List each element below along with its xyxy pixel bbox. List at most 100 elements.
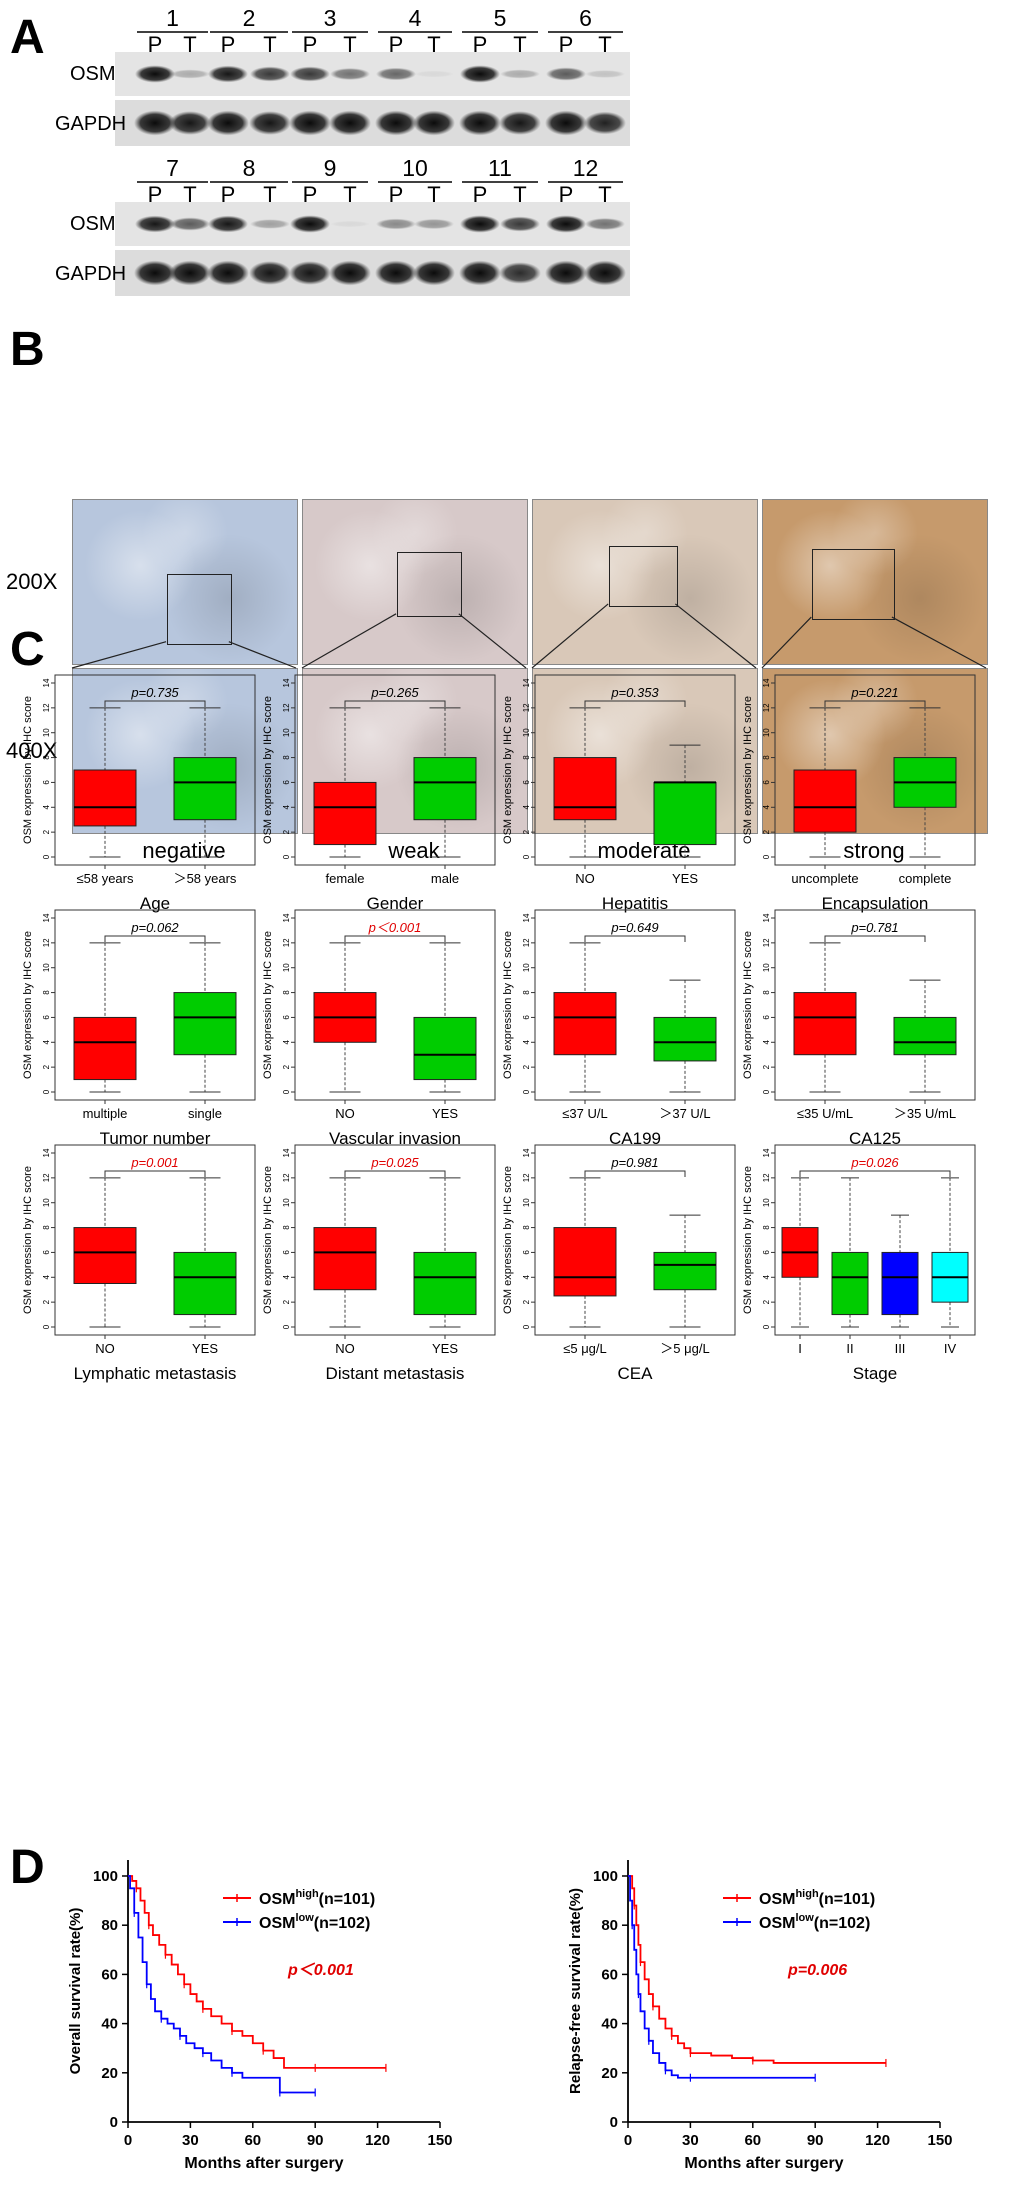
x-tick-label: male — [431, 871, 459, 886]
gapdh-band — [375, 110, 417, 136]
p-bracket — [344, 1170, 446, 1177]
y-tick-label: 14 — [42, 678, 51, 687]
x-tick-label: YES — [432, 1341, 458, 1356]
y-tick-label: 8 — [282, 1225, 291, 1230]
y-tick-label: 6 — [42, 780, 51, 785]
y-axis-label: OSM expression by IHC score — [262, 931, 274, 1079]
box — [173, 757, 237, 821]
zoom-connector — [301, 613, 527, 669]
lane-number: 10 — [402, 155, 428, 181]
y-tick-label: 8 — [42, 1225, 51, 1230]
y-tick-label: 4 — [522, 805, 531, 810]
ihc-strong-400x-image — [762, 668, 988, 834]
plot-frame — [534, 909, 736, 1101]
y-tick-label: 0 — [282, 1089, 291, 1094]
x-tick-label: single — [188, 1106, 222, 1121]
y-tick-label: 80 — [601, 1917, 618, 1934]
p-bracket — [584, 700, 686, 707]
p-value: p=0.735 — [130, 685, 179, 700]
y-tick-label: 0 — [282, 1324, 291, 1329]
zoom-line-right — [674, 603, 757, 669]
zoom-region-box — [609, 545, 679, 607]
y-tick-label: 2 — [762, 1299, 771, 1304]
gapdh-band — [207, 110, 249, 136]
box — [173, 992, 237, 1056]
lane-number: 9 — [324, 155, 337, 181]
zoom-region-box — [812, 549, 895, 621]
boxplot-cea: 0 2 4 6 8 10 12 14 OSM expression by IHC score ≤5… — [502, 1144, 736, 1383]
gapdh-band — [499, 262, 541, 284]
lane-t-label: T — [343, 32, 356, 57]
y-tick-label: 14 — [762, 678, 771, 687]
y-axis-label: OSM expression by IHC score — [742, 696, 754, 844]
box — [553, 1227, 617, 1297]
y-tick-label: 8 — [762, 755, 771, 760]
y-tick-label: 0 — [282, 854, 291, 859]
panel-c-label: C — [10, 623, 45, 676]
gapdh-band — [169, 111, 211, 135]
zoom-connector — [71, 641, 297, 669]
panel-b-label: B — [10, 323, 45, 376]
x-axis-label: CA125 — [849, 1129, 901, 1148]
y-tick-label: 0 — [110, 2114, 118, 2131]
x-tick-label: 30 — [182, 2132, 199, 2149]
y-tick-label: 4 — [42, 1040, 51, 1045]
lane-p-label: P — [221, 32, 236, 57]
plot-frame — [54, 1144, 256, 1336]
box — [553, 992, 617, 1056]
lane-p-label: P — [148, 32, 163, 57]
y-tick-label: 2 — [42, 1064, 51, 1069]
x-tick-label: ＞37 U/L — [659, 1106, 710, 1121]
y-tick-label: 10 — [762, 728, 771, 737]
boxplot-encapsulation: 0 2 4 6 8 10 12 14 OSM expression by IHC score un… — [742, 674, 976, 913]
y-tick-label: 2 — [522, 829, 531, 834]
ihc-strong-200x-image — [762, 499, 988, 665]
box — [413, 757, 477, 821]
gapdh-band — [499, 111, 541, 135]
y-tick-label: 10 — [762, 963, 771, 972]
gapdh-band — [207, 260, 249, 286]
p-bracket — [104, 935, 206, 942]
x-tick-label: 0 — [624, 2132, 632, 2149]
osm-band — [250, 66, 290, 82]
magnification-label: 400X — [6, 738, 58, 763]
box — [313, 781, 377, 846]
box — [793, 769, 857, 833]
p-bracket — [824, 700, 926, 707]
y-tick-label: 2 — [282, 829, 291, 834]
y-tick-label: 14 — [42, 1148, 51, 1157]
osm-band — [376, 67, 416, 81]
lane-t-label: T — [598, 32, 611, 57]
km-curve — [628, 1875, 816, 2079]
zoom-line-left — [531, 603, 609, 669]
y-axis-label: OSM expression by IHC score — [22, 696, 34, 844]
box — [73, 1016, 137, 1081]
x-axis-label: Months after surgery — [684, 2155, 843, 2172]
y-tick-label: 4 — [282, 1040, 291, 1045]
y-tick-label: 20 — [601, 2065, 618, 2082]
x-tick-label: III — [895, 1341, 906, 1356]
osm-band — [414, 218, 454, 230]
x-tick-label: 30 — [682, 2132, 699, 2149]
plot-frame — [774, 674, 976, 866]
km-chart-relapse-free: 0 20 40 60 80 100 0 30 60 90 120 150 Relapse-free su… — [567, 1860, 953, 2172]
osm-band — [546, 67, 586, 81]
zoom-connector — [531, 603, 757, 669]
box — [881, 1251, 919, 1316]
osm-band — [170, 69, 210, 79]
plot-frame — [534, 674, 736, 866]
y-axis-label: OSM expression by IHC score — [502, 1166, 514, 1314]
boxplot-gender: 0 2 4 6 8 10 12 14 OSM expression by IHC score fe… — [262, 674, 496, 913]
y-tick-label: 10 — [522, 963, 531, 972]
y-tick-label: 12 — [522, 703, 531, 712]
y-tick-label: 2 — [762, 829, 771, 834]
x-axis-label: Stage — [853, 1364, 897, 1383]
y-tick-label: 8 — [762, 990, 771, 995]
y-tick-label: 6 — [762, 1250, 771, 1255]
x-axis-label: Distant metastasis — [326, 1364, 465, 1383]
gapdh-band — [134, 110, 176, 136]
y-tick-label: 8 — [522, 990, 531, 995]
osm-band — [330, 68, 370, 80]
plot-frame — [54, 674, 256, 866]
